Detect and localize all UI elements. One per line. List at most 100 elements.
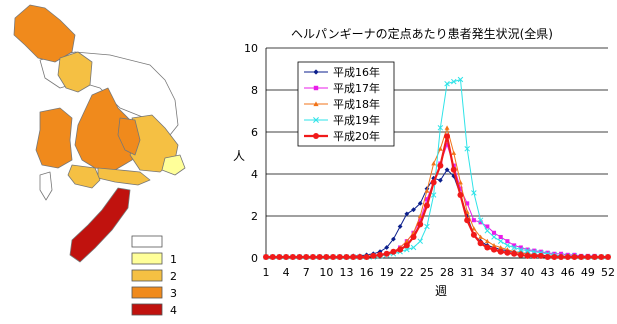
data-point: [450, 166, 457, 173]
map-legend-swatch-1: [131, 252, 163, 265]
map-region-north-orange: [13, 4, 76, 63]
x-tick-label: 34: [480, 266, 494, 279]
data-point: [484, 244, 491, 251]
data-point: [391, 236, 396, 242]
map-region-island-red: [69, 187, 131, 263]
series-line: [266, 135, 608, 259]
data-point: [424, 197, 429, 202]
x-tick-label: 46: [561, 266, 575, 279]
x-tick-label: 13: [339, 266, 353, 279]
data-point: [564, 253, 571, 260]
data-point: [484, 238, 490, 244]
data-point: [269, 253, 276, 260]
legend-item: 平成17年: [304, 81, 380, 95]
data-point: [532, 248, 537, 253]
data-point: [485, 224, 490, 229]
data-point: [403, 242, 410, 249]
map-legend: 1 2 3 4: [131, 235, 177, 317]
data-point: [471, 218, 476, 223]
data-point: [437, 162, 444, 169]
y-tick-label: 0: [251, 252, 258, 265]
data-point: [404, 211, 410, 217]
data-point: [491, 230, 497, 235]
data-point: [477, 217, 484, 223]
data-point: [458, 186, 463, 191]
data-point: [423, 202, 430, 209]
data-point: [478, 220, 483, 225]
map-legend-swatch-0: [131, 235, 163, 248]
legend-item: 平成19年: [304, 113, 380, 127]
data-point: [584, 253, 591, 260]
data-point: [430, 192, 437, 198]
x-tick-label: 25: [420, 266, 434, 279]
data-point: [504, 249, 511, 256]
data-point: [313, 85, 319, 91]
data-point: [437, 146, 443, 151]
x-tick-label: 49: [581, 266, 595, 279]
data-point: [498, 245, 504, 250]
data-point: [464, 146, 470, 152]
data-point: [498, 234, 503, 240]
data-point: [410, 244, 417, 251]
x-tick-label: 16: [360, 266, 374, 279]
data-point: [571, 253, 578, 260]
data-point: [437, 177, 443, 183]
chart-panel: ヘルパンギーナの定点あたり患者発生状況(全県) 人 週 0 2 4 6 8 10 1 4 7 10…: [225, 0, 617, 320]
map-region-south-light: [67, 164, 101, 189]
data-point: [383, 250, 390, 257]
map-region-east-orange: [117, 117, 141, 156]
legend-item: 平成18年: [304, 97, 380, 111]
data-point: [363, 253, 370, 260]
x-tick-label: 22: [400, 266, 414, 279]
data-point: [471, 190, 477, 196]
map-legend-label-3: 3: [170, 287, 177, 300]
data-point: [598, 253, 605, 260]
data-point: [491, 243, 497, 248]
data-point: [545, 250, 550, 255]
data-point: [437, 125, 444, 131]
map-region-east-lower-light: [97, 167, 151, 186]
data-point: [511, 250, 518, 257]
y-axis-label: 人: [233, 149, 245, 163]
map-legend-swatch-3: [131, 286, 163, 299]
map-legend-swatch-4: [131, 303, 163, 316]
series-4: [263, 133, 611, 260]
legend-item: 平成20年: [304, 129, 380, 143]
y-tick-label: 6: [251, 126, 258, 139]
data-point: [538, 249, 543, 254]
map-legend-label-1: 1: [170, 253, 177, 266]
y-tick-label: 8: [251, 84, 258, 97]
data-point: [518, 245, 523, 250]
data-point: [491, 234, 497, 240]
map-legend-swatch-2: [131, 269, 163, 282]
data-point: [559, 251, 564, 256]
x-tick-label: 37: [500, 266, 514, 279]
map-region-north-light: [57, 51, 93, 93]
data-point: [303, 253, 310, 260]
data-point: [313, 117, 319, 123]
data-point: [410, 234, 417, 240]
x-tick-label: 1: [263, 266, 270, 279]
data-point: [417, 221, 424, 228]
data-point: [444, 125, 450, 130]
data-point: [478, 234, 483, 239]
data-point: [451, 78, 457, 85]
series-line: [266, 169, 608, 258]
x-tick-label: 31: [460, 266, 474, 279]
x-tick-label: 10: [319, 266, 333, 279]
x-tick-label: 52: [601, 266, 615, 279]
data-point: [484, 227, 491, 234]
data-point: [313, 133, 319, 139]
data-point: [497, 248, 504, 255]
legend-label: 平成18年: [333, 97, 380, 111]
data-point: [430, 179, 437, 186]
data-point: [465, 201, 470, 206]
data-point: [296, 253, 303, 260]
data-point: [605, 253, 611, 260]
data-point: [457, 192, 464, 198]
data-point: [531, 248, 537, 255]
series-0: [263, 167, 611, 260]
data-point: [464, 217, 471, 224]
